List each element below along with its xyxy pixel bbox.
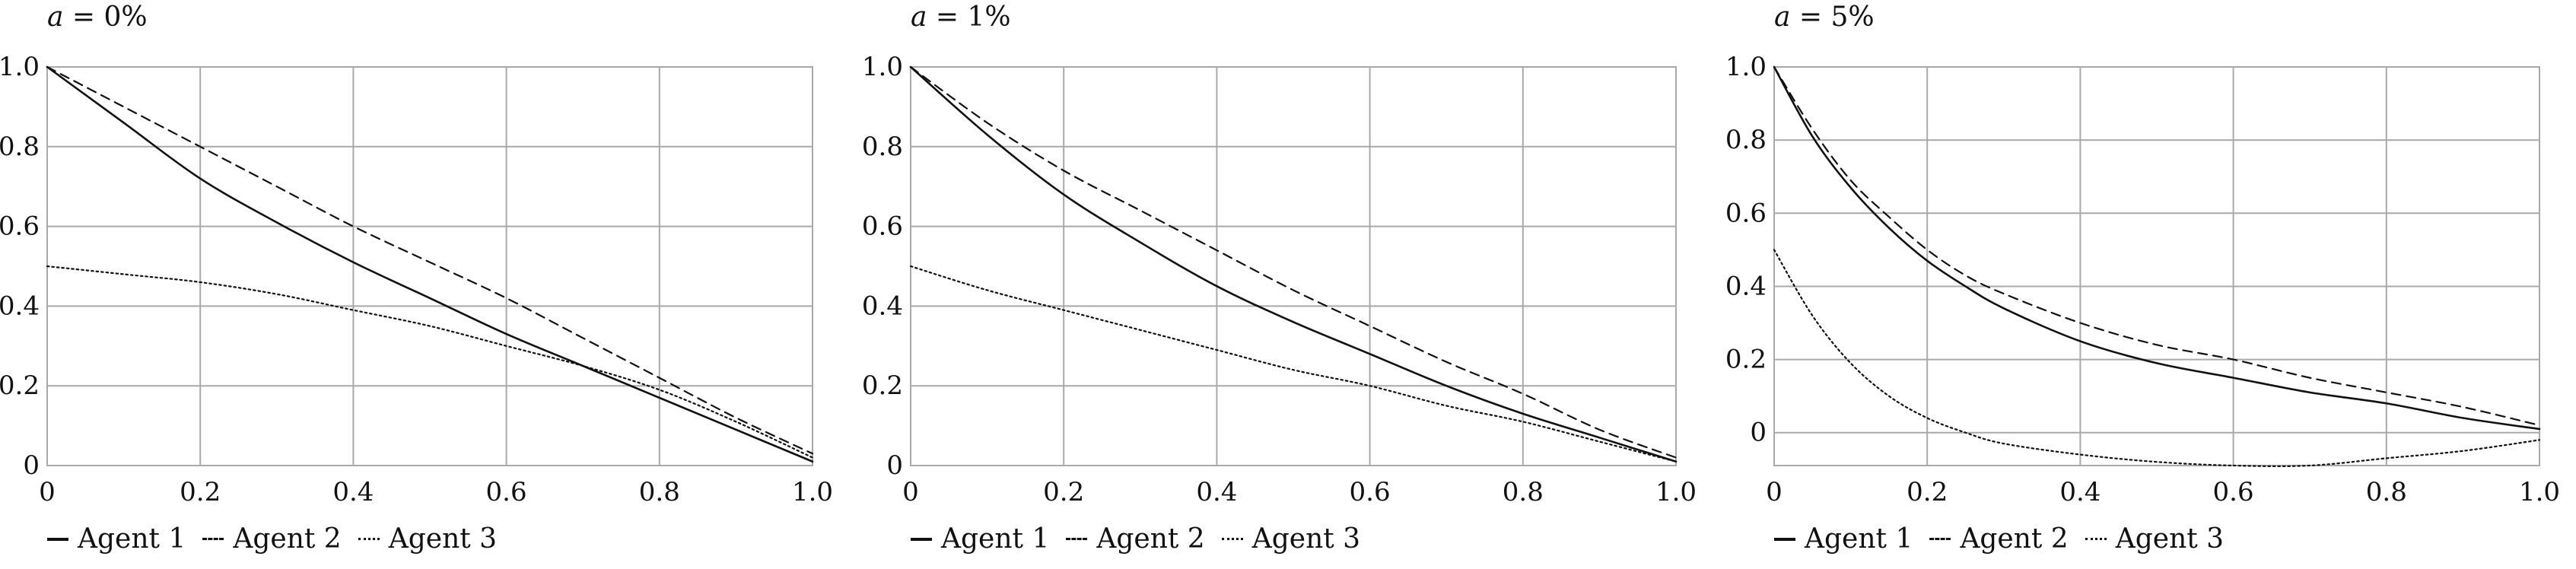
x-tick-label: 0 xyxy=(1766,477,1783,507)
series-line-agent-1 xyxy=(46,65,814,463)
chart-legend: Agent 1 Agent 2 Agent 3 xyxy=(911,523,1360,555)
x-tick-label: 0.8 xyxy=(2366,477,2407,507)
y-tick-label: 0.4 xyxy=(863,291,903,321)
legend-item-agent-2: Agent 2 xyxy=(1929,523,2069,555)
chart-panel-2: a = 1% 0 0.2 0.4 0.6 0.8 1.0 0 0.2 0.4 0.6 0.8 1.0 … xyxy=(863,0,1708,569)
x-tick-label: 0.2 xyxy=(180,477,221,507)
panel-title-variable: a xyxy=(911,2,927,33)
y-tick-label: 0.6 xyxy=(863,211,903,242)
y-tick-label: 0.6 xyxy=(0,211,40,242)
legend-item-agent-1: Agent 1 xyxy=(47,523,186,555)
legend-swatch-solid xyxy=(911,537,932,541)
legend-label: Agent 2 xyxy=(1096,523,1205,555)
line-chart: 0 0.2 0.4 0.6 0.8 1.0 0 0.2 0.4 0.6 0.8 1.0 xyxy=(0,52,833,507)
y-tick-label: 1.0 xyxy=(0,52,40,82)
x-tick-label: 0.8 xyxy=(639,477,680,507)
x-tick-label: 0.6 xyxy=(1350,477,1391,507)
legend-swatch-solid xyxy=(1774,537,1795,541)
legend-item-agent-1: Agent 1 xyxy=(911,523,1049,555)
legend-item-agent-3: Agent 3 xyxy=(358,523,497,555)
legend-swatch-dotted xyxy=(1221,538,1243,540)
x-tick-label: 0 xyxy=(39,477,56,507)
x-tick-label: 0.2 xyxy=(1043,477,1084,507)
legend-label: Agent 3 xyxy=(388,523,498,555)
x-tick-label: 0.4 xyxy=(1196,477,1237,507)
series-line-agent-3 xyxy=(46,265,814,459)
plot-frame xyxy=(910,66,1677,466)
legend-item-agent-1: Agent 1 xyxy=(1774,523,1913,555)
line-chart: 0 0.2 0.4 0.6 0.8 1.0 0 0.2 0.4 0.6 0.8 1.0 xyxy=(1727,52,2560,507)
series-line-agent-2 xyxy=(909,65,1678,459)
legend-swatch-dashed xyxy=(1929,538,1951,540)
y-tick-label: 1.0 xyxy=(863,52,903,82)
legend-swatch-dotted xyxy=(358,538,380,540)
panel-title: a = 5% xyxy=(1774,2,1875,33)
legend-label: Agent 2 xyxy=(233,523,342,555)
x-tick-label: 1.0 xyxy=(2519,477,2560,507)
legend-label: Agent 1 xyxy=(1805,523,1913,555)
chart-panel-1: a = 0% 0 0.2 0.4 0.6 0.8 1.0 0 0.2 0.4 0.6 0.8 1.0 … xyxy=(0,0,844,569)
panel-title-value: = 0% xyxy=(63,2,148,33)
legend-label: Agent 1 xyxy=(78,523,186,555)
y-tick-label: 0.8 xyxy=(0,132,40,162)
series-line-agent-3 xyxy=(1773,249,2541,468)
panel-title-variable: a xyxy=(1774,2,1791,33)
x-tick-label: 0.6 xyxy=(486,477,527,507)
chart-panel-3: a = 5% 0 0.2 0.4 0.6 0.8 1.0 0 0.2 0.4 0.6 0.8 1.0 … xyxy=(1727,0,2571,569)
y-tick-label: 1.0 xyxy=(1727,52,1767,82)
x-tick-label: 0.8 xyxy=(1503,477,1544,507)
legend-label: Agent 3 xyxy=(2115,523,2225,555)
panel-title: a = 1% xyxy=(911,2,1011,33)
legend-item-agent-3: Agent 3 xyxy=(2085,523,2224,555)
x-tick-label: 0.6 xyxy=(2213,477,2254,507)
chart-legend: Agent 1 Agent 2 Agent 3 xyxy=(47,523,497,555)
panel-title-value: = 5% xyxy=(1790,2,1875,33)
line-chart: 0 0.2 0.4 0.6 0.8 1.0 0 0.2 0.4 0.6 0.8 1.0 xyxy=(863,52,1697,507)
x-tick-label: 0 xyxy=(902,477,919,507)
legend-label: Agent 1 xyxy=(941,523,1050,555)
legend-item-agent-2: Agent 2 xyxy=(1066,523,1205,555)
y-tick-label: 0.8 xyxy=(863,132,903,162)
series-line-agent-2 xyxy=(46,65,814,455)
series-line-agent-1 xyxy=(909,65,1678,463)
panel-title-value: = 1% xyxy=(927,2,1011,33)
y-tick-label: 0.4 xyxy=(0,291,40,321)
legend-swatch-solid xyxy=(47,537,68,541)
plot-frame xyxy=(1773,66,2540,466)
x-tick-label: 1.0 xyxy=(792,477,833,507)
y-tick-label: 0 xyxy=(23,450,40,481)
x-tick-label: 0.4 xyxy=(332,477,374,507)
y-tick-label: 0.2 xyxy=(863,370,903,401)
y-tick-label: 0 xyxy=(886,450,903,481)
series-line-agent-1 xyxy=(1773,65,2541,431)
legend-swatch-dotted xyxy=(2085,538,2107,540)
x-tick-label: 0.2 xyxy=(1907,477,1948,507)
legend-item-agent-3: Agent 3 xyxy=(1221,523,1361,555)
legend-label: Agent 2 xyxy=(1960,523,2069,555)
panel-title-variable: a xyxy=(47,2,64,33)
x-tick-label: 1.0 xyxy=(1655,477,1697,507)
y-tick-label: 0.2 xyxy=(0,370,40,401)
y-tick-label: 0 xyxy=(1750,418,1767,448)
x-tick-label: 0.4 xyxy=(2059,477,2101,507)
y-tick-label: 0.8 xyxy=(1727,125,1767,155)
legend-swatch-dashed xyxy=(1066,538,1088,540)
chart-legend: Agent 1 Agent 2 Agent 3 xyxy=(1774,523,2224,555)
y-tick-label: 0.4 xyxy=(1727,271,1767,301)
panel-title: a = 0% xyxy=(47,2,148,33)
series-line-agent-2 xyxy=(1773,65,2541,427)
legend-item-agent-2: Agent 2 xyxy=(202,523,342,555)
legend-label: Agent 3 xyxy=(1251,523,1361,555)
legend-swatch-dashed xyxy=(202,538,224,540)
series-line-agent-3 xyxy=(909,265,1678,463)
y-tick-label: 0.6 xyxy=(1727,198,1767,228)
y-tick-label: 0.2 xyxy=(1727,345,1767,375)
